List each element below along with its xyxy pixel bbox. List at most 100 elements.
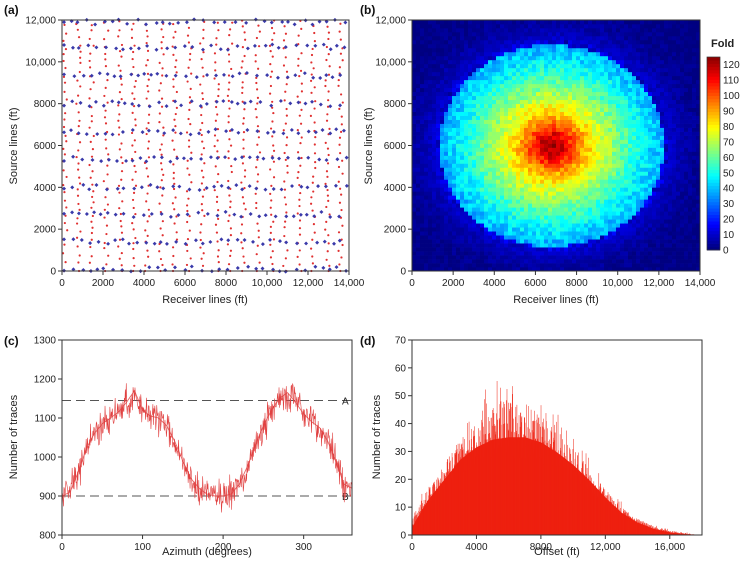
fold-cell — [412, 243, 417, 248]
fold-cell — [548, 135, 553, 140]
fold-cell — [444, 99, 449, 105]
fold-cell — [420, 83, 425, 89]
fold-cell — [620, 259, 625, 264]
fold-cell — [496, 223, 501, 228]
receiver-point — [217, 249, 220, 252]
receiver-point — [328, 65, 331, 68]
fold-cell — [604, 175, 609, 180]
fold-cell — [488, 147, 493, 152]
fold-cell — [572, 219, 577, 224]
fold-cell — [524, 119, 529, 124]
fold-cell — [596, 91, 601, 97]
fold-cell — [468, 239, 473, 244]
receiver-point — [76, 79, 79, 82]
fold-cell — [424, 155, 429, 160]
fold-cell — [652, 219, 657, 224]
fold-cell — [584, 215, 589, 220]
fold-cell — [508, 155, 513, 160]
receiver-point — [271, 100, 274, 103]
fold-cell — [496, 199, 501, 204]
fold-cell — [436, 175, 441, 180]
fold-cell — [584, 179, 589, 184]
receiver-point — [119, 69, 122, 72]
fold-cell — [492, 55, 497, 61]
fold-cell — [428, 119, 433, 124]
fold-cell — [532, 191, 537, 196]
fold-cell — [648, 151, 653, 156]
fold-cell — [524, 215, 529, 220]
fold-cell — [592, 171, 597, 176]
fold-cell — [536, 195, 541, 200]
fold-cell — [504, 99, 509, 105]
receiver-point — [161, 263, 164, 267]
fold-cell — [636, 75, 641, 81]
fold-cell — [576, 127, 581, 132]
fold-cell — [588, 20, 593, 25]
fold-cell — [632, 103, 637, 109]
fold-cell — [484, 143, 489, 148]
receiver-point — [271, 135, 274, 138]
fold-cell — [444, 167, 449, 172]
fold-cell — [424, 135, 429, 140]
fold-cell — [528, 251, 533, 256]
fold-cell — [500, 95, 505, 101]
source-point — [62, 20, 67, 25]
fold-cell — [624, 151, 629, 156]
fold-cell — [596, 259, 601, 264]
fold-cell — [552, 47, 557, 53]
receiver-point — [62, 169, 65, 172]
fold-cell — [624, 239, 629, 244]
fold-cell — [452, 87, 457, 93]
fold-cell — [496, 211, 501, 216]
source-point — [344, 183, 349, 188]
fold-cell — [632, 215, 637, 220]
fold-cell — [556, 231, 561, 236]
fold-cell — [520, 79, 525, 85]
fold-cell — [536, 267, 541, 272]
fold-cell — [592, 183, 597, 188]
fold-cell — [592, 39, 597, 45]
fold-cell — [648, 243, 653, 248]
fold-cell — [624, 87, 629, 93]
fold-cell — [512, 215, 517, 220]
fold-cell — [512, 159, 517, 164]
receiver-point — [175, 59, 178, 62]
fold-cell — [456, 31, 461, 37]
fold-cell — [436, 191, 441, 196]
fold-cell — [420, 111, 425, 116]
fold-cell — [576, 259, 581, 264]
fold-cell — [516, 215, 521, 220]
fold-cell — [484, 131, 489, 136]
fold-cell — [628, 223, 633, 228]
source-point — [146, 128, 151, 133]
fold-cell — [648, 119, 653, 124]
fold-cell — [604, 239, 609, 244]
fold-cell — [484, 127, 489, 132]
source-point — [139, 185, 144, 190]
fold-cell — [640, 95, 645, 101]
fold-cell — [432, 35, 437, 41]
receiver-point — [313, 143, 316, 146]
panel-a-xtick-label: 6000 — [174, 278, 197, 289]
fold-cell — [452, 183, 457, 188]
fold-cell — [448, 35, 453, 41]
fold-cell — [464, 147, 469, 152]
receiver-point — [189, 123, 192, 126]
fold-cell — [432, 123, 437, 128]
fold-cell — [644, 115, 649, 120]
fold-cell — [512, 20, 517, 25]
receiver-point — [227, 219, 230, 223]
receiver-point — [159, 186, 162, 189]
fold-cell — [564, 191, 569, 196]
fold-cell — [416, 191, 421, 196]
fold-cell — [516, 47, 521, 53]
fold-cell — [604, 123, 609, 128]
source-point — [94, 183, 99, 188]
fold-cell — [516, 239, 521, 244]
fold-cell — [540, 127, 545, 132]
receiver-point — [268, 92, 272, 95]
fold-cell — [632, 235, 637, 240]
fold-cell — [424, 31, 429, 37]
fold-cell — [432, 167, 437, 172]
fold-cell — [604, 155, 609, 160]
